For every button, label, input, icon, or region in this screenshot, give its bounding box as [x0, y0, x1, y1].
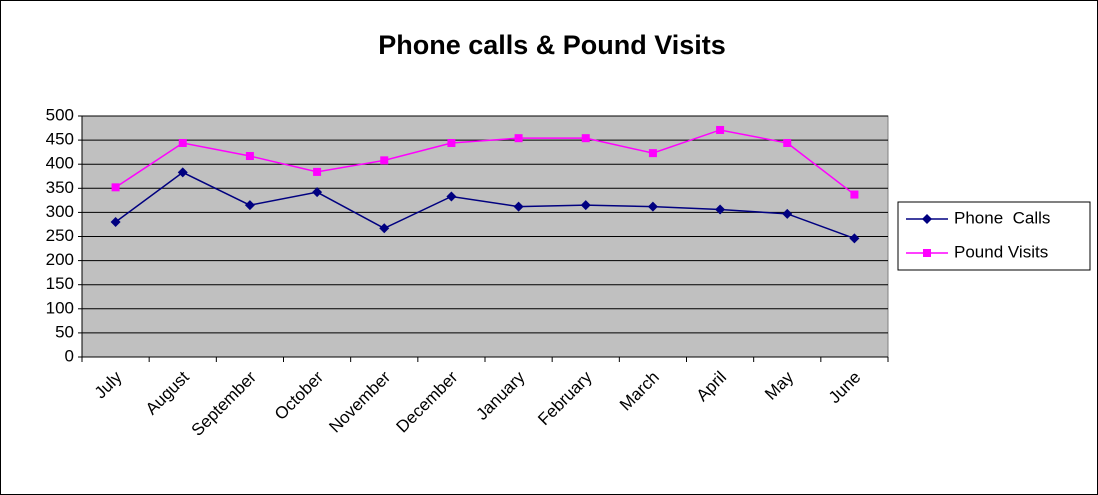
marker: [514, 134, 523, 143]
y-tick-label: 100: [46, 298, 74, 317]
y-tick-label: 0: [65, 346, 74, 365]
marker: [312, 187, 323, 198]
legend-label: Pound Visits: [954, 242, 1048, 261]
marker: [513, 201, 524, 212]
y-tick-label: 300: [46, 202, 74, 221]
marker: [782, 208, 793, 219]
y-tick-label: 500: [46, 105, 74, 124]
marker: [245, 152, 254, 161]
marker: [380, 156, 389, 165]
marker: [580, 200, 591, 211]
marker: [716, 125, 725, 134]
marker: [715, 204, 726, 215]
y-tick-label: 150: [46, 274, 74, 293]
chart-title: Phone calls & Pound Visits: [378, 30, 726, 60]
marker: [923, 249, 931, 257]
marker: [177, 167, 188, 178]
marker: [922, 214, 932, 224]
marker: [647, 201, 658, 212]
marker: [244, 200, 255, 211]
legend-box: [897, 201, 1091, 271]
marker: [849, 233, 860, 244]
y-tick-label: 50: [55, 322, 74, 341]
y-tick-label: 450: [46, 130, 74, 149]
marker: [648, 149, 657, 158]
series-line: [115, 171, 855, 240]
marker: [110, 217, 121, 228]
y-tick-label: 400: [46, 154, 74, 173]
marker: [446, 191, 457, 202]
marker: [313, 167, 322, 176]
marker: [379, 223, 390, 234]
legend-label: Phone Calls: [954, 208, 1050, 227]
y-tick-label: 200: [46, 250, 74, 269]
series-line: [115, 129, 855, 196]
marker: [783, 138, 792, 147]
marker: [111, 183, 120, 192]
marker: [447, 138, 456, 147]
marker: [178, 138, 187, 147]
marker: [850, 190, 859, 199]
y-tick-label: 350: [46, 178, 74, 197]
marker: [581, 134, 590, 143]
y-tick-label: 250: [46, 226, 74, 245]
